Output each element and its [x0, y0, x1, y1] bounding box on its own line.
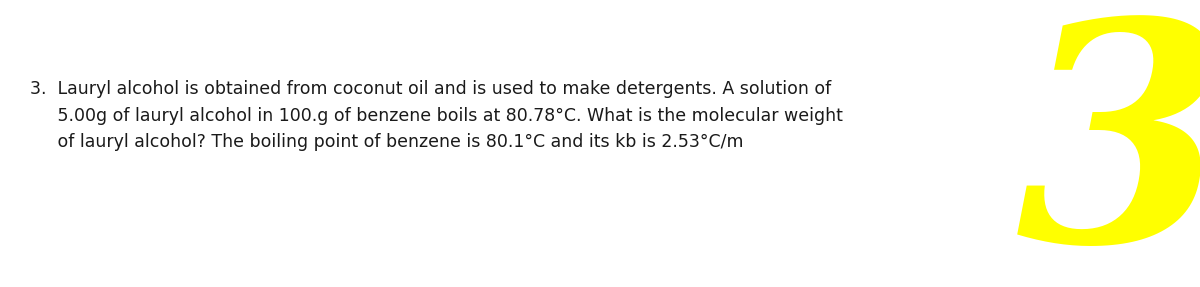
Text: 3.  Lauryl alcohol is obtained from coconut oil and is used to make detergents. : 3. Lauryl alcohol is obtained from cocon… [30, 80, 842, 151]
Text: 3: 3 [1015, 10, 1200, 287]
